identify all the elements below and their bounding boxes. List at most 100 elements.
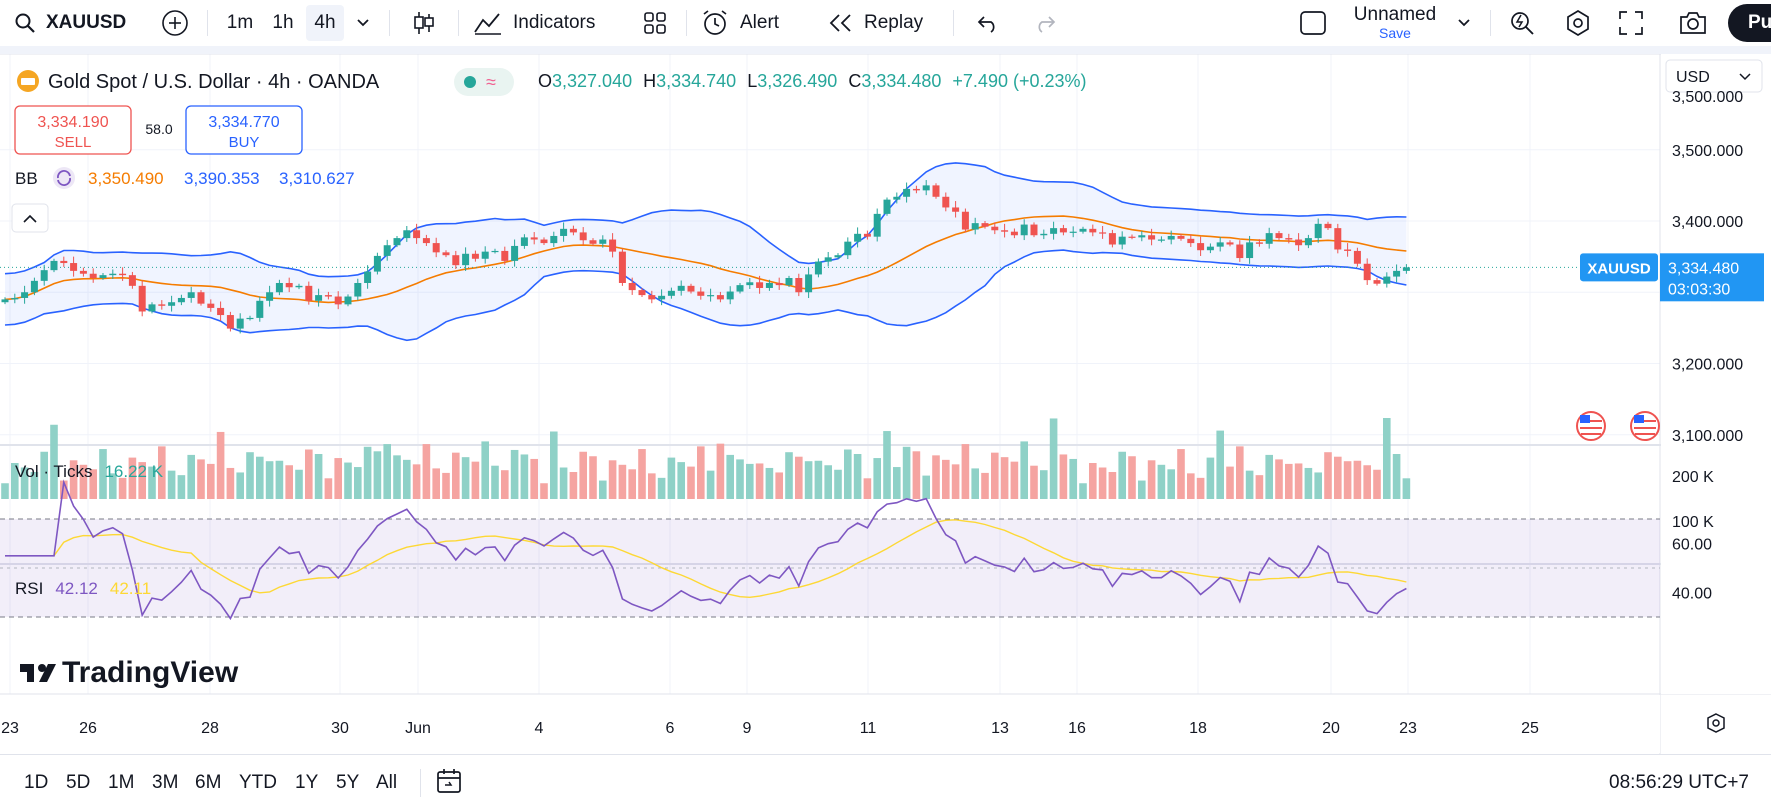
volume-bar bbox=[1392, 454, 1401, 499]
compare-symbol-button[interactable] bbox=[157, 5, 193, 41]
range-all[interactable]: All bbox=[376, 772, 398, 793]
candle-body bbox=[560, 228, 568, 236]
volume-bar bbox=[11, 463, 19, 499]
volume-bar bbox=[844, 449, 852, 499]
candle-body bbox=[687, 285, 695, 292]
layout-name-button[interactable]: Unnamed Save bbox=[1340, 5, 1450, 42]
alert-button[interactable]: Alert bbox=[700, 5, 796, 41]
volume-legend: Vol · Ticks 16.22 K bbox=[15, 462, 164, 481]
indicators-icon bbox=[474, 13, 501, 35]
bb-legend[interactable]: BB 3,350.490 3,390.353 3,310.627 bbox=[15, 167, 355, 189]
replay-button[interactable]: Replay bbox=[826, 5, 938, 41]
currency-select[interactable] bbox=[1665, 59, 1763, 93]
buy-button[interactable]: 3,334.770 BUY bbox=[185, 105, 303, 155]
us-flag-icon[interactable] bbox=[1630, 411, 1660, 441]
collapse-legend-button[interactable] bbox=[11, 203, 49, 233]
volume-bar bbox=[138, 462, 146, 499]
range-6m[interactable]: 6M bbox=[195, 772, 222, 793]
candle-body bbox=[1334, 228, 1342, 250]
chart-canvas[interactable]: USD 3,500.000 3,400.000 3,200.000 3,100.000 3… bbox=[0, 53, 1771, 754]
volume-bar bbox=[148, 466, 156, 499]
interval-1m[interactable]: 1m bbox=[226, 12, 254, 33]
snapshot-button[interactable] bbox=[1674, 5, 1712, 41]
redo-button[interactable] bbox=[1027, 5, 1063, 41]
volume-bar bbox=[550, 431, 558, 499]
volume-bar bbox=[1157, 464, 1166, 499]
volume-bar bbox=[432, 468, 440, 499]
candle-body bbox=[364, 271, 372, 283]
candle-body bbox=[1314, 223, 1322, 239]
candle-body bbox=[1304, 238, 1312, 246]
wave-icon: ≈ bbox=[486, 72, 496, 92]
volume-bar bbox=[158, 446, 166, 499]
volume-bar bbox=[736, 459, 744, 499]
volume-bar bbox=[559, 467, 568, 499]
candle-body bbox=[481, 251, 489, 259]
quick-search-button[interactable] bbox=[1504, 5, 1540, 41]
volume-bar bbox=[471, 461, 480, 499]
range-5d[interactable]: 5D bbox=[66, 772, 91, 793]
candle-body bbox=[491, 250, 499, 253]
templates-button[interactable] bbox=[636, 5, 674, 41]
range-5y[interactable]: 5Y bbox=[336, 772, 360, 793]
axis-settings-icon[interactable] bbox=[1707, 713, 1725, 733]
candle-body bbox=[197, 292, 205, 304]
volume-bar bbox=[971, 468, 979, 499]
sell-button[interactable]: 3,334.190 SELL bbox=[14, 105, 132, 155]
tradingview-watermark: TradingView bbox=[20, 656, 239, 689]
clock[interactable]: 08:56:29 UTC+7 bbox=[1609, 772, 1749, 793]
market-status-badge[interactable] bbox=[454, 68, 514, 96]
volume-bar bbox=[1118, 451, 1126, 499]
range-1y[interactable]: 1Y bbox=[295, 772, 319, 793]
volume-bar bbox=[1177, 449, 1185, 499]
rsi-tick-label: 40.00 bbox=[1672, 586, 1712, 603]
plus-circle-icon bbox=[162, 10, 188, 36]
volume-bar bbox=[824, 465, 832, 499]
candle-body bbox=[1099, 232, 1107, 234]
undo-button[interactable] bbox=[970, 5, 1006, 41]
volume-bar bbox=[1285, 463, 1293, 499]
symbol-price-tag bbox=[1580, 253, 1658, 282]
settings-button[interactable] bbox=[1560, 5, 1596, 41]
interval-1h[interactable]: 1h bbox=[272, 12, 294, 33]
candle-body bbox=[1353, 250, 1361, 264]
indicators-button[interactable]: Indicators bbox=[473, 5, 619, 41]
candle-body bbox=[128, 275, 136, 286]
candle-body bbox=[765, 282, 773, 288]
range-1d[interactable]: 1D bbox=[24, 772, 49, 793]
candle-body bbox=[618, 251, 626, 283]
interval-4h[interactable]: 4h bbox=[306, 5, 344, 41]
volume-bar bbox=[1010, 461, 1019, 499]
candle-body bbox=[1079, 228, 1087, 232]
candle-body bbox=[285, 282, 293, 288]
fullscreen-button[interactable] bbox=[1613, 5, 1649, 41]
time-axis[interactable]: 23 26 28 30 Jun 4 6 9 11 13 16 18 20 23 25 bbox=[0, 695, 1660, 753]
bb-refresh-icon[interactable] bbox=[53, 167, 75, 189]
range-3m[interactable]: 3M bbox=[152, 772, 179, 793]
layout-menu-dropdown[interactable] bbox=[1452, 5, 1476, 41]
volume-bar bbox=[1167, 469, 1175, 499]
publish-button[interactable]: Pu bbox=[1728, 4, 1771, 42]
volume-bar bbox=[1, 483, 9, 499]
range-1m[interactable]: 1M bbox=[108, 772, 135, 793]
goto-date-button[interactable] bbox=[435, 767, 469, 799]
range-ytd[interactable]: YTD bbox=[239, 772, 277, 793]
interval-dropdown[interactable] bbox=[349, 5, 377, 41]
symbol-search-button[interactable]: XAUUSD bbox=[8, 5, 138, 41]
us-flag-icon[interactable] bbox=[1576, 411, 1606, 441]
candle-body bbox=[1059, 228, 1067, 233]
candle-body bbox=[462, 253, 470, 266]
volume-bar bbox=[1343, 461, 1352, 499]
chart-type-button[interactable] bbox=[404, 5, 444, 41]
rsi-legend: RSI 42.12 42.11 bbox=[15, 579, 151, 598]
volume-bar bbox=[1373, 469, 1381, 499]
price-axis[interactable]: USD 3,500.000 3,400.000 3,200.000 3,100.000 3… bbox=[1580, 54, 1771, 733]
volume-bar bbox=[1196, 477, 1205, 499]
volume-bar bbox=[69, 460, 78, 499]
volume-bar bbox=[89, 469, 97, 499]
layout-select-button[interactable] bbox=[1295, 5, 1331, 41]
volume-bar bbox=[99, 449, 107, 499]
symbol-name: XAUUSD bbox=[46, 12, 127, 33]
chart-area[interactable]: USD 3,500.000 3,400.000 3,200.000 3,100.000 3… bbox=[0, 53, 1771, 754]
volume-bar bbox=[207, 463, 215, 499]
